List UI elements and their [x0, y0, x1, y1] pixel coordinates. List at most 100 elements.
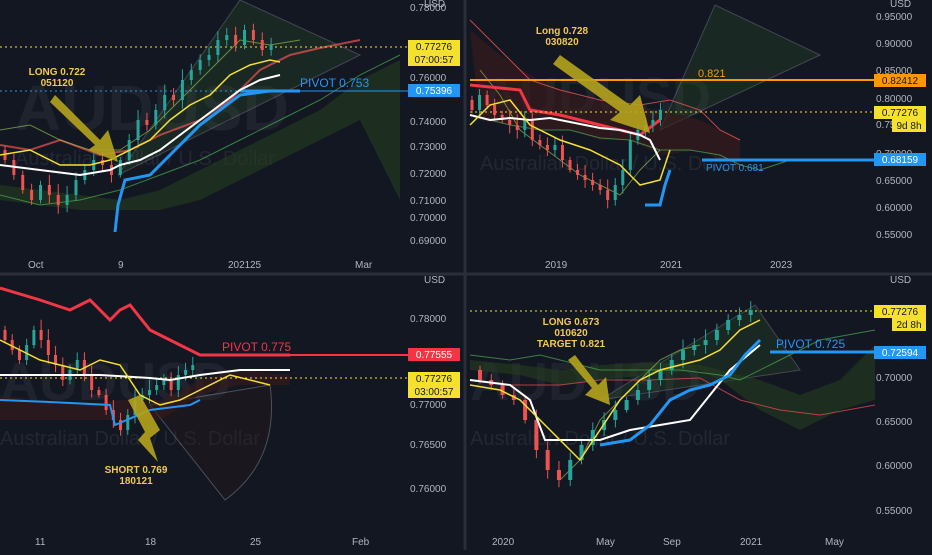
y-tick-label: 0.77000 — [410, 400, 447, 411]
y-tick-label: 0.78000 — [410, 3, 447, 14]
candle-body — [75, 360, 79, 370]
candle-body — [46, 340, 50, 355]
y-axis[interactable]: 0.78000 0.76000 0.74000 0.73000 0.72000 0.710… — [410, 3, 447, 247]
candle-body — [184, 370, 188, 375]
candle-body — [119, 420, 123, 430]
target-label: 0.821 — [698, 68, 726, 80]
x-tick-label: 11 — [35, 537, 46, 548]
x-tick-label: 2020 — [492, 537, 515, 548]
candle-body — [538, 140, 542, 145]
candle-body — [485, 95, 489, 105]
pivot-tag-bg — [408, 348, 460, 361]
candle-body — [30, 190, 34, 200]
candle-body — [556, 470, 561, 480]
y-tick-label: 0.70000 — [876, 373, 913, 384]
candle-body — [136, 120, 140, 140]
candle-body — [154, 110, 158, 125]
kijun-line — [0, 369, 290, 382]
candle-body — [172, 95, 176, 100]
long-arrow[interactable] — [50, 95, 118, 162]
candle-body — [658, 370, 663, 380]
candle-body — [189, 70, 193, 80]
panel-top-right[interactable]: AUDUSD Australian Dollar / U.S. Dollar 0… — [469, 0, 926, 271]
candle-body — [97, 390, 101, 395]
candle-body — [39, 330, 43, 340]
x-tick-label: 2021 — [228, 260, 251, 271]
y-tick-label: 0.76500 — [410, 440, 447, 451]
x-tick-label: 25 — [250, 537, 262, 548]
x-axis[interactable]: 11 18 25 Feb — [35, 537, 370, 548]
annotation-text: SHORT 0.769 — [105, 465, 168, 476]
price-tag: 0.77276 — [416, 42, 453, 53]
annotation-text: LONG 0.673 — [543, 317, 600, 328]
fan-shape[interactable] — [149, 384, 273, 501]
candle-body — [65, 195, 69, 205]
candle-body — [576, 170, 580, 175]
x-axis[interactable]: 2020 May Sep 2021 May — [492, 537, 844, 548]
x-axis[interactable]: Oct 9 2021 25 Mar — [28, 260, 373, 271]
long-arrow[interactable] — [553, 55, 650, 133]
candle-body — [737, 315, 742, 320]
price-tag: 0.77276 — [882, 307, 919, 318]
candle-body — [470, 100, 474, 110]
candle-body — [500, 385, 505, 395]
candle-body — [90, 375, 94, 390]
candle-body — [658, 110, 662, 120]
tenkan-line — [469, 319, 761, 462]
candle-body — [515, 125, 519, 130]
y-tick-label: 0.55000 — [876, 230, 913, 241]
candle-body — [126, 415, 130, 430]
candle-body — [3, 330, 7, 340]
candle-body — [553, 145, 557, 150]
panel-bottom-right[interactable]: AUDUSD Australian Dollar / U.S. Dollar P… — [469, 275, 926, 548]
candle-body — [530, 120, 534, 140]
annotation-text: 030820 — [545, 37, 579, 48]
x-tick-label: 2023 — [770, 260, 793, 271]
y-tick-label: 0.74000 — [410, 117, 447, 128]
ichimoku-cloud — [0, 370, 290, 420]
candle-body — [628, 140, 632, 170]
fan-shape[interactable] — [117, 0, 362, 176]
x-tick-label: May — [596, 537, 615, 548]
x-axis[interactable]: 2019 2021 2023 — [545, 260, 793, 271]
candle-body — [523, 120, 527, 130]
long-arrow[interactable] — [568, 355, 610, 405]
candle-body — [243, 30, 247, 45]
annotation-text: 180121 — [119, 476, 153, 487]
candle-body — [162, 380, 166, 385]
candle-body — [163, 95, 167, 110]
candle-body — [140, 395, 144, 400]
y-axis[interactable]: 0.78000 0.77000 0.76500 0.76000 — [410, 314, 447, 495]
candle-body — [598, 185, 602, 190]
target-tag: 0.82412 — [882, 76, 919, 87]
candle-body — [21, 175, 25, 190]
panel-top-left[interactable]: AUDUSD Australian Dollar / U.S. Dollar P… — [0, 0, 460, 271]
candle-body — [17, 350, 21, 360]
y-tick-label: 0.76000 — [410, 484, 447, 495]
pivot-tag-bg — [874, 346, 926, 359]
y-tick-label: 0.60000 — [876, 461, 913, 472]
panel-bottom-left[interactable]: AUDUSD Australian Dollar / U.S. Dollar P… — [0, 275, 460, 548]
fan-shape[interactable] — [659, 4, 822, 132]
fan-shape[interactable] — [599, 304, 801, 401]
pivot-label: PIVOT 0.753 — [300, 76, 369, 90]
annotation-text: 051120 — [41, 78, 74, 89]
candle-body — [54, 355, 58, 365]
y-tick-label: 0.55000 — [876, 506, 913, 517]
y-tick-label: 0.76000 — [410, 73, 447, 84]
candle-body — [155, 385, 159, 390]
candle-body — [703, 340, 708, 345]
short-arrow[interactable] — [128, 395, 160, 462]
tenkan-line — [0, 59, 281, 166]
supertrend-line — [0, 399, 201, 427]
countdown-bg — [892, 318, 926, 331]
candle-body — [145, 120, 149, 125]
countdown: 03:00:57 — [415, 387, 454, 398]
candle-body — [478, 370, 482, 380]
